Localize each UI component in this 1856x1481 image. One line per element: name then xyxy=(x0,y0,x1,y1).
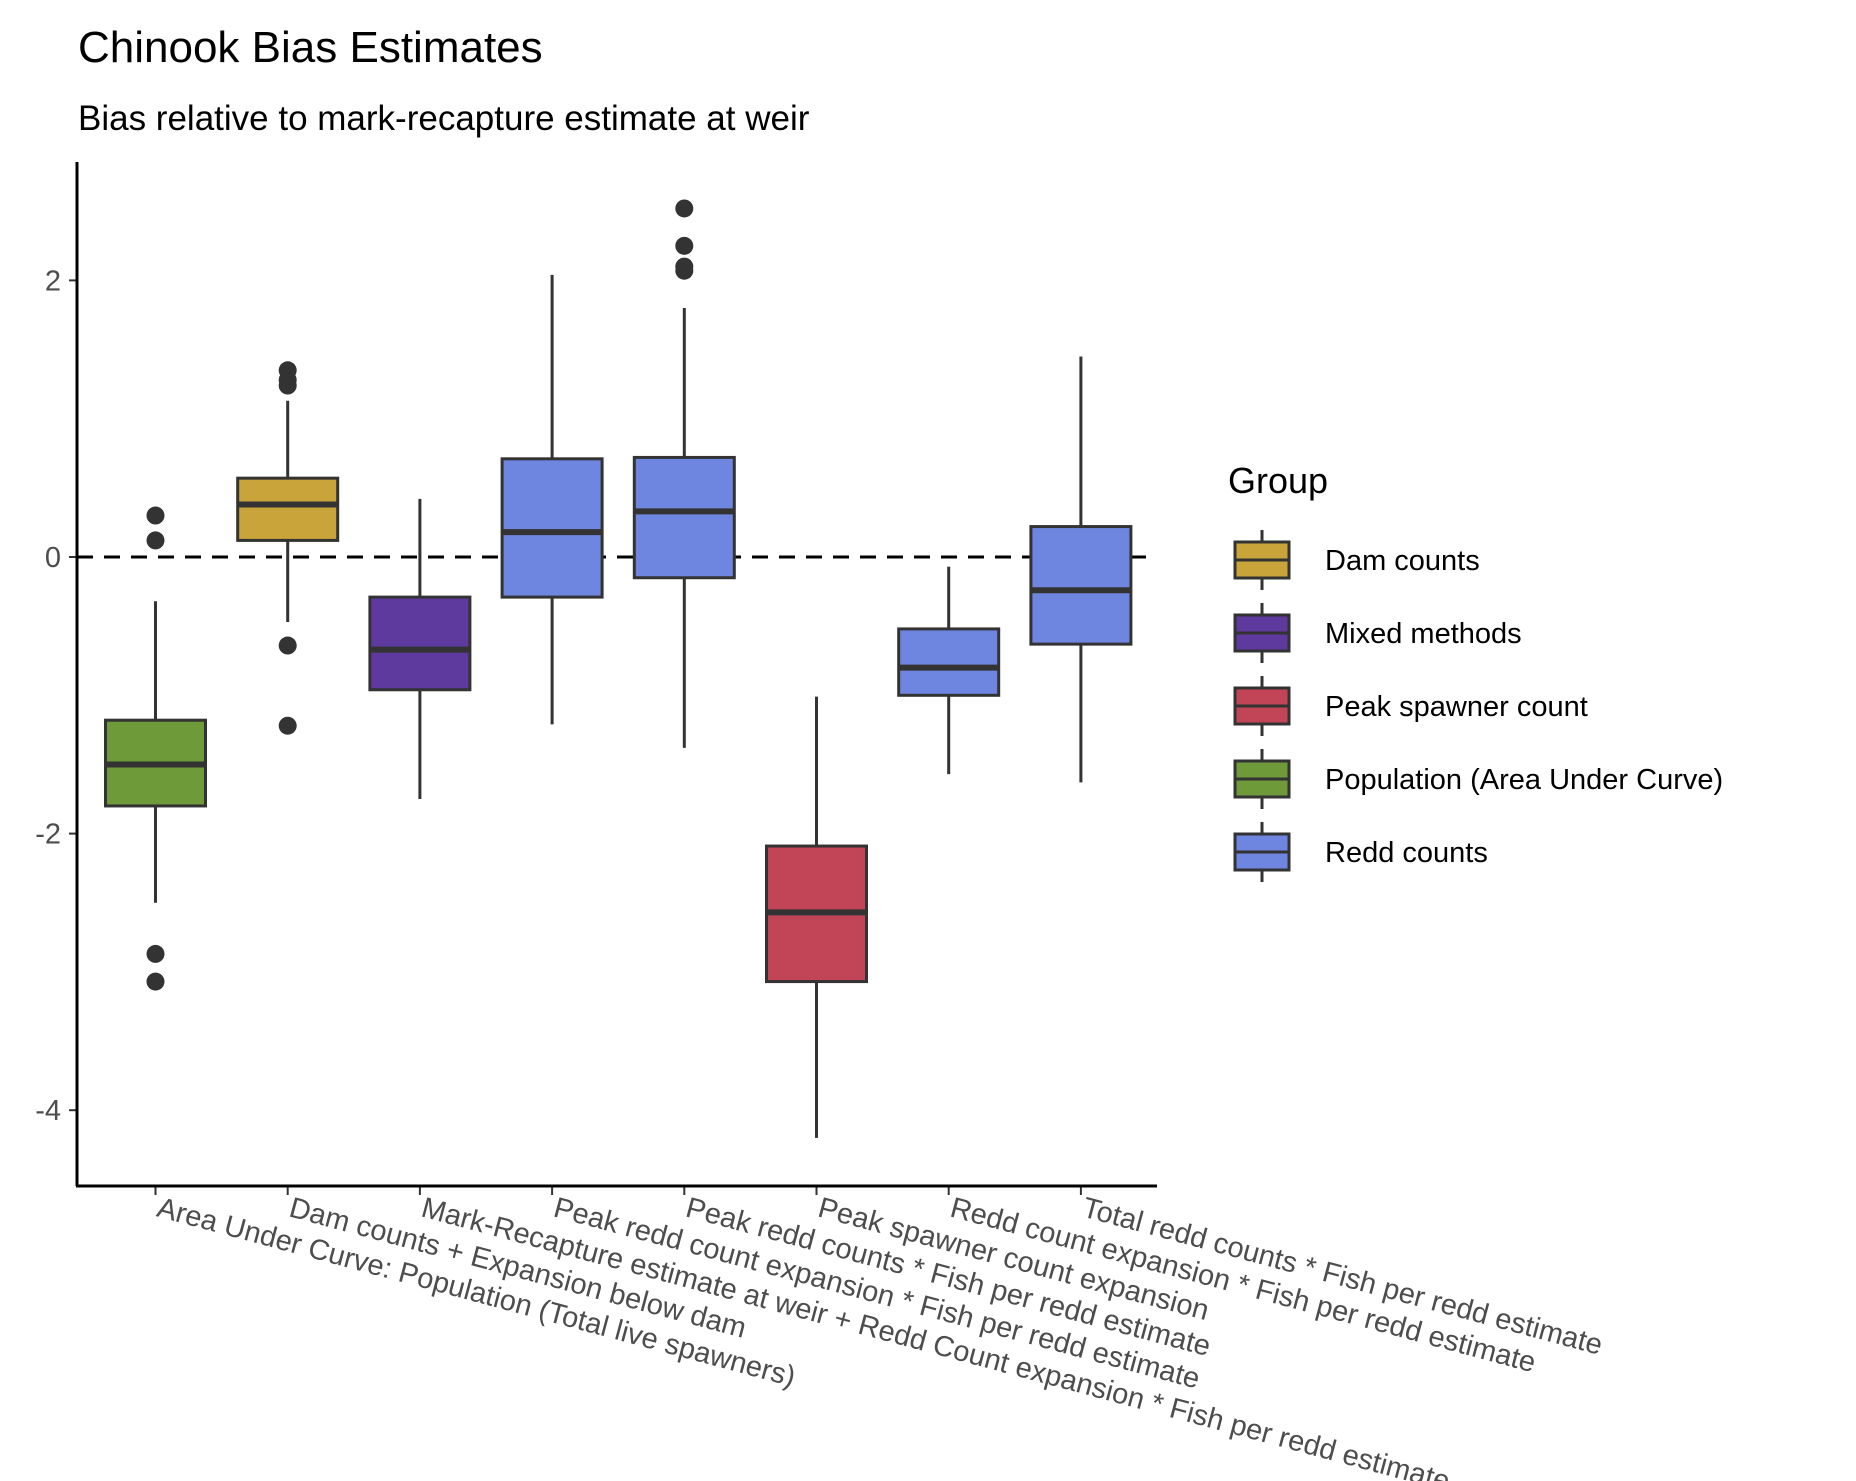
legend: Group Dam counts Mixed methods Peak spawne… xyxy=(1228,460,1723,882)
box-6 xyxy=(765,696,868,1138)
box-4 xyxy=(500,274,604,725)
iqr-box xyxy=(368,595,472,692)
y-tick-label: -2 xyxy=(35,819,61,851)
iqr-box xyxy=(500,457,604,599)
outlier-point xyxy=(278,636,297,655)
box-2 xyxy=(236,361,340,735)
y-tick-label: -4 xyxy=(35,1095,61,1127)
legend-title: Group xyxy=(1228,460,1328,501)
chart-title: Chinook Bias Estimates xyxy=(78,23,543,72)
legend-label: Peak spawner count xyxy=(1325,691,1588,723)
chart-subtitle: Bias relative to mark-recapture estimate… xyxy=(78,99,810,138)
iqr-box xyxy=(632,455,736,580)
outlier-point xyxy=(146,531,165,550)
legend-item-1: Dam counts xyxy=(1233,530,1480,590)
legend-label: Redd counts xyxy=(1325,837,1488,869)
legend-item-5: Redd counts xyxy=(1233,822,1488,882)
iqr-box xyxy=(236,476,340,542)
iqr-box xyxy=(1029,525,1133,646)
iqr-box xyxy=(897,627,1001,697)
outlier-point xyxy=(278,716,297,735)
outlier-point xyxy=(146,972,165,991)
outlier-point xyxy=(278,376,297,395)
legend-label: Mixed methods xyxy=(1325,618,1522,650)
legend-item-4: Population (Area Under Curve) xyxy=(1233,749,1723,809)
outlier-point xyxy=(146,944,165,963)
legend-label: Population (Area Under Curve) xyxy=(1325,764,1723,796)
outlier-point xyxy=(146,506,165,525)
legend-label: Dam counts xyxy=(1325,545,1480,577)
box-5 xyxy=(632,199,736,748)
box-8 xyxy=(1029,356,1133,783)
box-7 xyxy=(897,566,1001,775)
box-1 xyxy=(104,506,207,991)
y-tick-label: 0 xyxy=(45,542,61,574)
legend-item-3: Peak spawner count xyxy=(1233,676,1588,736)
outlier-point xyxy=(675,199,694,218)
box-3 xyxy=(368,498,472,800)
outlier-point xyxy=(675,261,694,280)
legend-item-2: Mixed methods xyxy=(1233,603,1522,663)
y-tick-label: 2 xyxy=(45,265,61,297)
outlier-point xyxy=(675,236,694,255)
